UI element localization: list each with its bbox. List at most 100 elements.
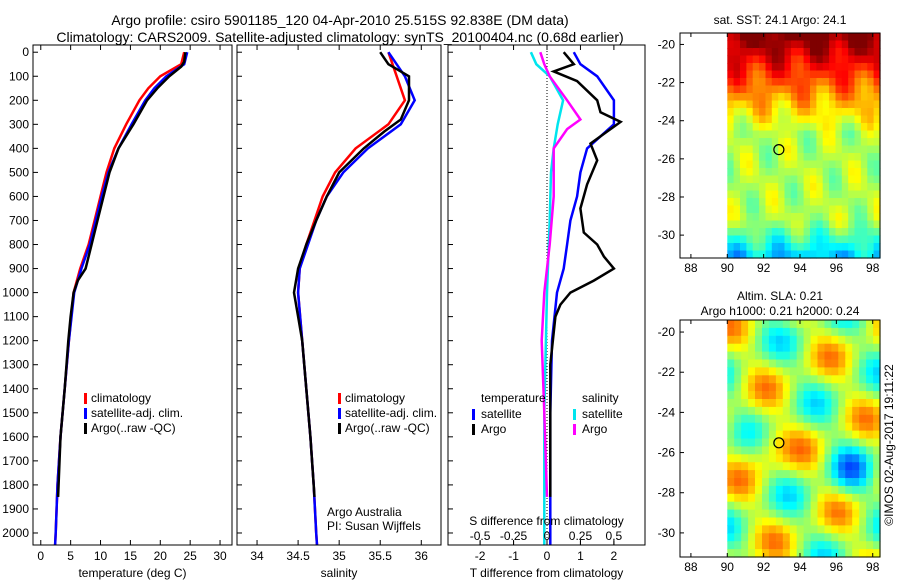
- heatmap-cell: [860, 70, 868, 79]
- heatmap-cell: [822, 213, 830, 222]
- heatmap-cell: [748, 399, 756, 408]
- heatmap-cell: [727, 235, 735, 244]
- heatmap-cell: [873, 359, 881, 368]
- heatmap-cell: [748, 446, 756, 455]
- heatmap-cell: [803, 235, 811, 244]
- x-tick-label: 36: [415, 549, 429, 563]
- heatmap-cell: [848, 33, 856, 42]
- heatmap-cell: [810, 454, 819, 463]
- heatmap-cell: [771, 250, 779, 259]
- heatmap-cell: [778, 213, 786, 222]
- heatmap-cell: [816, 190, 824, 199]
- heatmap-cell: [796, 399, 805, 408]
- heatmap-cell: [775, 320, 784, 329]
- heatmap-cell: [797, 220, 805, 229]
- heatmap-cell: [784, 93, 792, 102]
- heatmap-cell: [817, 367, 825, 376]
- heatmap-cell: [817, 414, 825, 424]
- heatmap-cell: [784, 55, 792, 64]
- heatmap-cell: [734, 414, 742, 424]
- heatmap-cell: [838, 533, 846, 542]
- heatmap-cell: [727, 213, 735, 222]
- heatmap-cell: [859, 351, 867, 361]
- heatmap-cell: [784, 235, 792, 244]
- heatmap-cell: [810, 168, 817, 177]
- lat-tick-label: -26: [658, 152, 676, 166]
- heatmap-cell: [782, 454, 791, 463]
- legend-swatch: [472, 409, 475, 420]
- heatmap-cell: [752, 33, 760, 42]
- heatmap-cell: [746, 243, 754, 252]
- heatmap-cell: [789, 478, 798, 487]
- heatmap-cell: [860, 175, 868, 184]
- heatmap-cell: [740, 235, 747, 244]
- heatmap-cell: [803, 85, 811, 94]
- heatmap-cell: [873, 115, 881, 124]
- heatmap-cell: [829, 145, 837, 154]
- heatmap-cell: [771, 213, 779, 222]
- heatmap-cell: [854, 138, 862, 147]
- series-line-satellite-adj-clim-: [53, 51, 189, 546]
- heatmap-cell: [848, 235, 856, 244]
- heatmap-cell: [775, 391, 784, 400]
- heatmap-cell: [768, 320, 777, 329]
- heatmap-cell: [873, 517, 881, 526]
- heatmap-cell: [740, 115, 747, 124]
- heatmap-cell: [746, 55, 754, 64]
- legend-label: satellite: [481, 407, 522, 421]
- heatmap-cell: [752, 153, 760, 162]
- heatmap-cell: [848, 123, 856, 132]
- heatmap-cell: [817, 493, 825, 503]
- heatmap-cell: [784, 205, 792, 214]
- heatmap-cell: [835, 55, 843, 64]
- heatmap-cell: [838, 399, 846, 408]
- lon-tick-label: 90: [721, 261, 735, 275]
- heatmap-cell: [838, 335, 846, 345]
- heatmap-cell: [873, 153, 881, 162]
- heatmap-cell: [859, 470, 867, 479]
- heatmap-cell: [741, 327, 749, 337]
- heatmap-cell: [854, 198, 862, 207]
- heatmap-cell: [810, 183, 817, 192]
- heatmap-cell: [810, 153, 817, 162]
- heatmap-cell: [824, 422, 832, 432]
- heatmap-cell: [835, 175, 843, 184]
- heatmap-cell: [841, 175, 849, 184]
- heatmap-cell: [860, 250, 868, 259]
- heatmap-cell: [835, 138, 843, 147]
- heatmap-cell: [838, 351, 846, 361]
- heatmap-cell: [727, 517, 735, 526]
- heatmap-cell: [796, 391, 805, 400]
- heatmap-cell: [859, 399, 867, 408]
- heatmap-cell: [848, 115, 856, 124]
- heatmap-cell: [860, 220, 868, 229]
- heatmap-cell: [727, 40, 735, 49]
- heatmap-cell: [734, 462, 742, 471]
- heatmap-cell: [727, 145, 735, 154]
- heatmap-cell: [845, 399, 853, 408]
- s-x-tick-label: 0: [544, 529, 551, 543]
- heatmap-cell: [822, 33, 830, 42]
- heatmap-cell: [873, 485, 881, 495]
- heatmap-cell: [789, 454, 798, 463]
- heatmap-cell: [734, 541, 742, 550]
- heatmap-cell: [782, 485, 791, 495]
- heatmap-cell: [727, 175, 735, 184]
- heatmap-cell: [831, 454, 839, 463]
- heatmap-cell: [822, 55, 830, 64]
- heatmap-cell: [860, 153, 868, 162]
- heatmap-cell: [841, 168, 849, 177]
- heatmap-cell: [873, 183, 881, 192]
- heatmap-cell: [727, 351, 735, 361]
- legend-label: satellite-adj. clim.: [91, 406, 183, 420]
- heatmap-cell: [741, 462, 749, 471]
- heatmap-cell: [734, 406, 742, 416]
- heatmap-cell: [741, 438, 749, 447]
- heatmap-cell: [734, 501, 742, 511]
- heatmap-cell: [771, 220, 779, 229]
- y-tick-label: 1800: [2, 478, 29, 492]
- heatmap-cell: [796, 470, 805, 479]
- heatmap-cell: [845, 533, 853, 542]
- heatmap-cell: [727, 108, 735, 117]
- heatmap-cell: [741, 454, 749, 463]
